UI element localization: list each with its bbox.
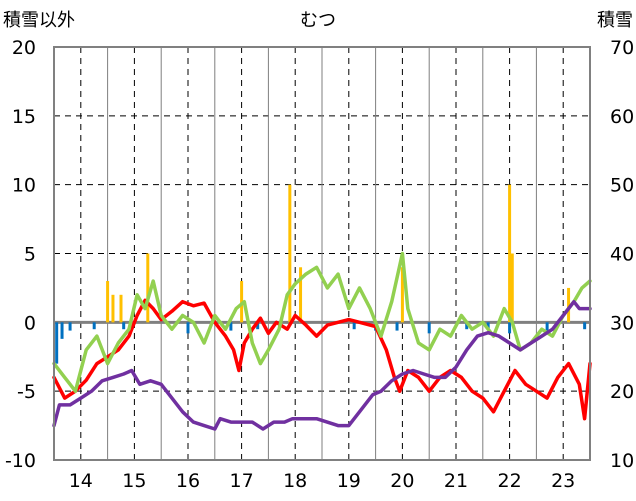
y-right-tick-label: 70	[610, 37, 634, 59]
bar-blue	[256, 322, 260, 330]
bar-blue	[186, 322, 190, 334]
bar-blue	[465, 322, 469, 330]
x-tick-label: 18	[283, 470, 307, 492]
bar-blue	[508, 322, 512, 334]
y-left-tick-label: 10	[12, 175, 36, 197]
y-right-tick-label: 40	[610, 244, 634, 266]
y-right-tick-label: 20	[610, 381, 634, 403]
x-tick-label: 22	[498, 470, 522, 492]
bar-orange	[400, 267, 404, 323]
y-right-tick-label: 30	[610, 312, 634, 334]
bar-blue	[486, 322, 490, 330]
bar-blue	[395, 322, 399, 331]
y-left-tick-label: 15	[12, 106, 36, 128]
series-line-3	[52, 299, 592, 431]
x-tick-label: 17	[230, 470, 254, 492]
y-left-tick-label: -10	[5, 450, 36, 472]
y-left-tick-label: 5	[24, 244, 36, 266]
bar-blue	[60, 322, 64, 339]
left-axis-label: 積雪以外	[3, 10, 75, 31]
bar-orange	[288, 184, 292, 323]
bar-orange	[510, 253, 514, 323]
bar-blue	[55, 322, 59, 364]
x-tick-label: 21	[444, 470, 468, 492]
right-axis-label: 積雪	[597, 10, 633, 31]
series-line-2	[52, 251, 592, 393]
bar-blue	[229, 322, 233, 331]
bar-orange	[567, 287, 571, 323]
chart-title: むつ	[300, 10, 336, 31]
series-lines	[52, 251, 592, 431]
bar-orange	[111, 294, 115, 323]
x-tick-label: 15	[122, 470, 146, 492]
x-tick-label: 14	[69, 470, 93, 492]
x-tick-label: 20	[390, 470, 414, 492]
y-left-tick-label: 20	[12, 37, 36, 59]
bar-orange	[119, 294, 123, 323]
bar-orange	[106, 281, 110, 323]
bar-blue	[92, 322, 96, 330]
bar-blue	[68, 322, 72, 331]
y-right-tick-label: 10	[610, 450, 634, 472]
y-right-tick-label: 50	[610, 175, 634, 197]
x-tick-label: 19	[337, 470, 361, 492]
bar-orange	[508, 184, 512, 323]
bar-orange	[146, 253, 150, 323]
grid	[54, 47, 590, 460]
bar-orange	[299, 267, 303, 323]
bar-orange	[240, 281, 244, 323]
bar-blue	[122, 322, 126, 330]
y-left-tick-label: 0	[24, 312, 36, 334]
bar-blue	[427, 322, 431, 334]
x-tick-label: 16	[176, 470, 200, 492]
y-right-tick-label: 60	[610, 106, 634, 128]
x-tick-label: 23	[551, 470, 575, 492]
bar-blue	[545, 322, 549, 331]
bar-blue	[583, 322, 587, 330]
plot-frame	[53, 46, 591, 461]
y-left-tick-label: -5	[17, 381, 36, 403]
bar-blue	[352, 322, 356, 330]
